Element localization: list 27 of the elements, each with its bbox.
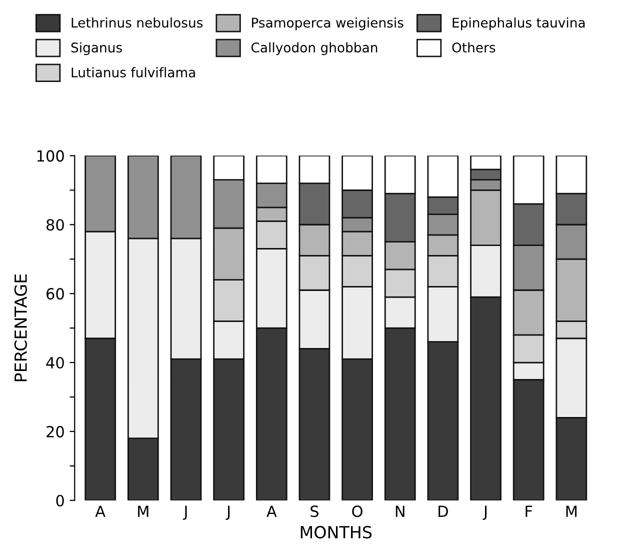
legend-label: Epinephalus tauvina [452,17,585,30]
x-tick-label: J [482,506,487,520]
y-tick-label: 0 [56,494,64,506]
legend-label: Siganus [71,42,122,56]
x-tick-label: J [226,506,230,520]
y-tick-label: 100 [37,150,64,162]
x-tick-label: D [438,506,448,517]
x-axis-title: MONTHS [300,526,372,539]
legend-label: Psamoperca weigiensis [252,17,404,30]
x-tick-label: S [310,506,318,518]
x-tick-label: J [182,506,187,520]
y-axis-title: PERCENTAGE [14,274,27,382]
x-tick-label: N [396,506,404,517]
y-tick-label: 40 [46,356,64,369]
x-tick-label: F [526,506,532,517]
y-tick-label: 60 [46,288,64,300]
x-tick-label: M [566,506,577,517]
x-tick-label: A [266,506,277,517]
y-tick-label: 20 [46,426,64,438]
x-tick-label: O [352,506,362,518]
legend-label: Callyodon ghobban [251,42,378,56]
legend-label: Lethrinus nebulosus [72,17,203,28]
legend-label: Others [452,42,496,53]
x-tick-label: M [138,506,148,517]
legend-label: Lutianus fulviflama [72,67,195,78]
x-tick-label: A [95,506,106,517]
y-tick-label: 80 [46,219,64,231]
